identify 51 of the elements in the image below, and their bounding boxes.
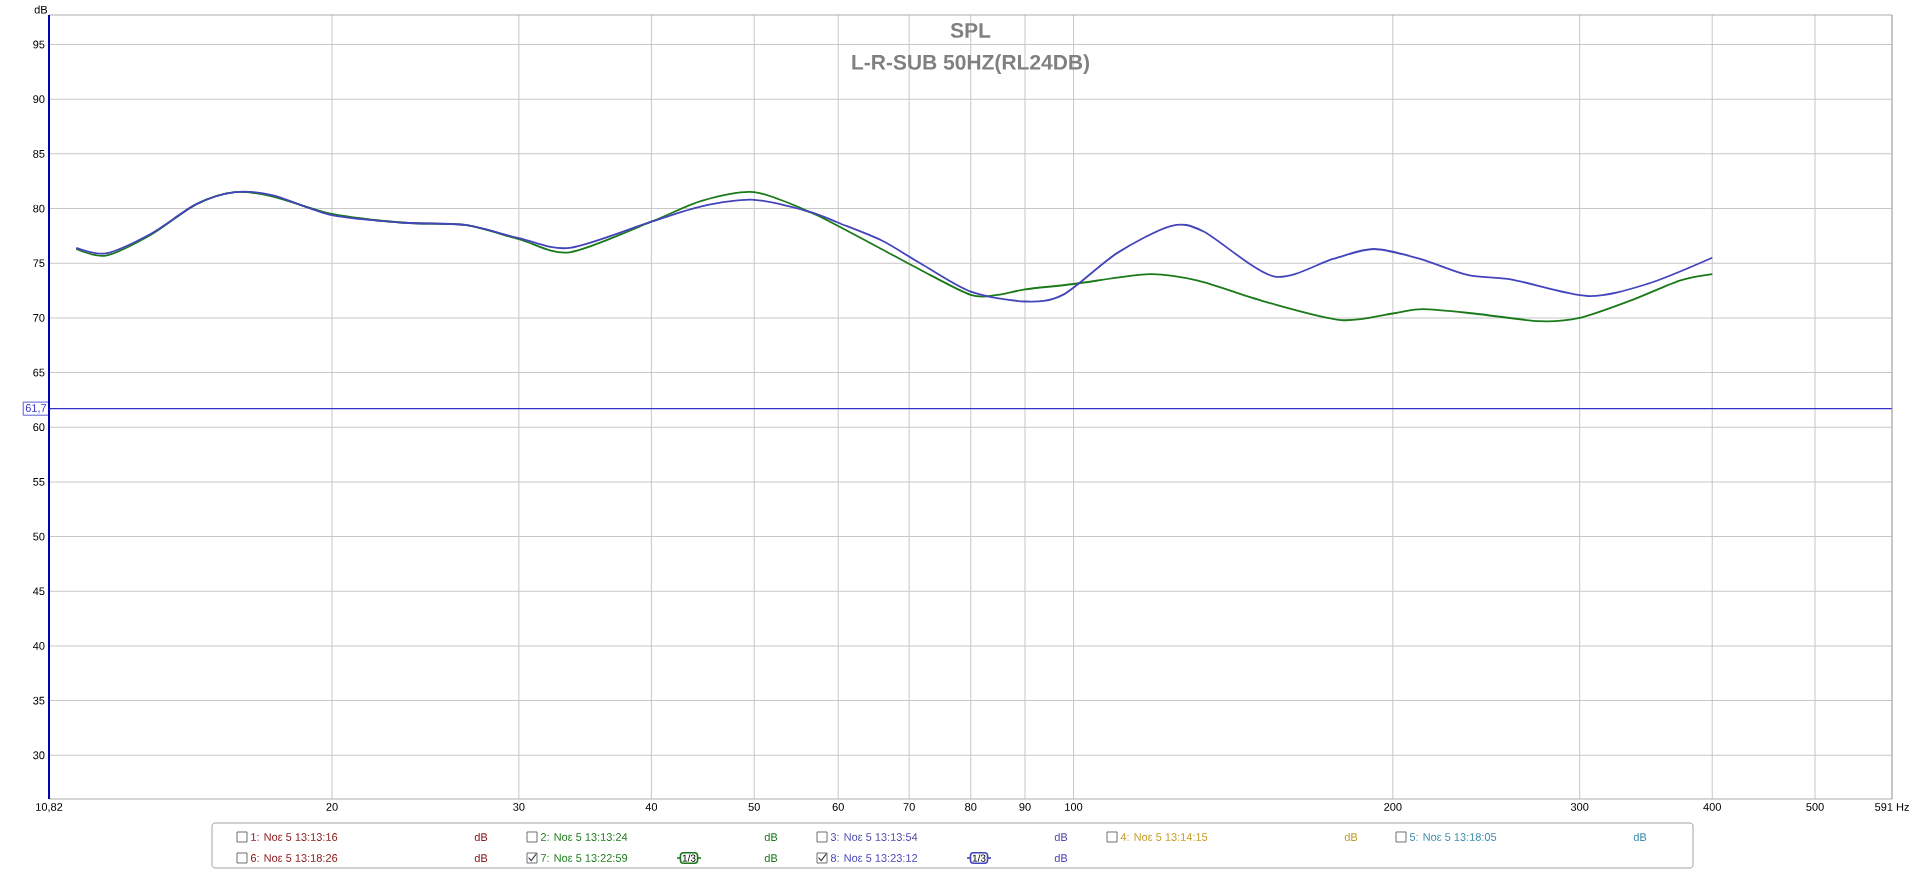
y-tick-label: 35 bbox=[33, 696, 45, 705]
x-tick-label: 200 bbox=[1384, 803, 1402, 811]
y-tick-label: 45 bbox=[32, 587, 45, 596]
x-tick-label: 10,82 bbox=[36, 803, 63, 813]
text: dB bbox=[764, 853, 778, 863]
y-axis-title: dB bbox=[34, 5, 48, 14]
text: 1/3 bbox=[972, 854, 986, 862]
x-tick-label: 50 bbox=[748, 803, 760, 811]
x-tick-label: 400 bbox=[1703, 803, 1721, 811]
text: L-R-SUB 50HZ(RL24DB) bbox=[852, 54, 1089, 74]
text: dB bbox=[764, 832, 778, 842]
y-tick-label: 80 bbox=[33, 204, 45, 213]
x-tick-label: 20 bbox=[326, 803, 338, 811]
text: 5: Νοε 5 13:18:05 bbox=[1409, 833, 1497, 841]
text: dB bbox=[1054, 853, 1068, 863]
text: 1: Νοε 5 13:13:16 bbox=[251, 833, 338, 841]
ref-line-label: 61,7 bbox=[25, 404, 47, 414]
text: 3: Νοε 5 13:13:54 bbox=[830, 833, 918, 841]
x-tick-label: 500 bbox=[1806, 803, 1824, 811]
text: 1/3 bbox=[682, 854, 696, 862]
x-tick-label: 60 bbox=[832, 803, 844, 811]
x-tick-label: 40 bbox=[645, 803, 658, 811]
x-tick-label: 70 bbox=[903, 803, 915, 811]
x-tick-label: 300 bbox=[1570, 803, 1589, 811]
x-tick-label: 100 bbox=[1065, 803, 1083, 811]
x-tick-label: 591 Hz bbox=[1875, 803, 1909, 811]
text: 7: Νοε 5 13:22:59 bbox=[540, 854, 628, 862]
y-tick-label: 40 bbox=[32, 642, 45, 650]
text: 6: Νοε 5 13:18:26 bbox=[250, 854, 338, 862]
y-tick-label: 90 bbox=[33, 95, 45, 104]
text: dB bbox=[474, 853, 488, 863]
text: 2: Νοε 5 13:13:24 bbox=[540, 833, 628, 841]
y-tick-label: 30 bbox=[33, 751, 45, 760]
x-tick-label: 90 bbox=[1019, 803, 1031, 811]
x-tick-label: 80 bbox=[965, 803, 977, 811]
y-tick-label: 50 bbox=[33, 532, 45, 541]
text: 4: Νοε 5 13:14:15 bbox=[1120, 833, 1208, 841]
text: dB bbox=[1054, 832, 1068, 842]
y-tick-label: 95 bbox=[33, 40, 45, 49]
y-tick-label: 85 bbox=[33, 149, 45, 158]
text: dB bbox=[474, 832, 488, 842]
y-tick-label: 65 bbox=[33, 368, 45, 377]
y-tick-label: 70 bbox=[33, 313, 45, 322]
text: dB bbox=[1633, 832, 1647, 842]
chart-title: SPL bbox=[950, 23, 991, 38]
y-tick-label: 55 bbox=[33, 478, 45, 486]
x-tick-label: 30 bbox=[513, 803, 525, 811]
y-tick-label: 60 bbox=[33, 423, 45, 432]
text: 8: Νοε 5 13:23:12 bbox=[830, 854, 918, 862]
text: dB bbox=[1344, 832, 1358, 842]
y-tick-label: 75 bbox=[33, 259, 45, 268]
